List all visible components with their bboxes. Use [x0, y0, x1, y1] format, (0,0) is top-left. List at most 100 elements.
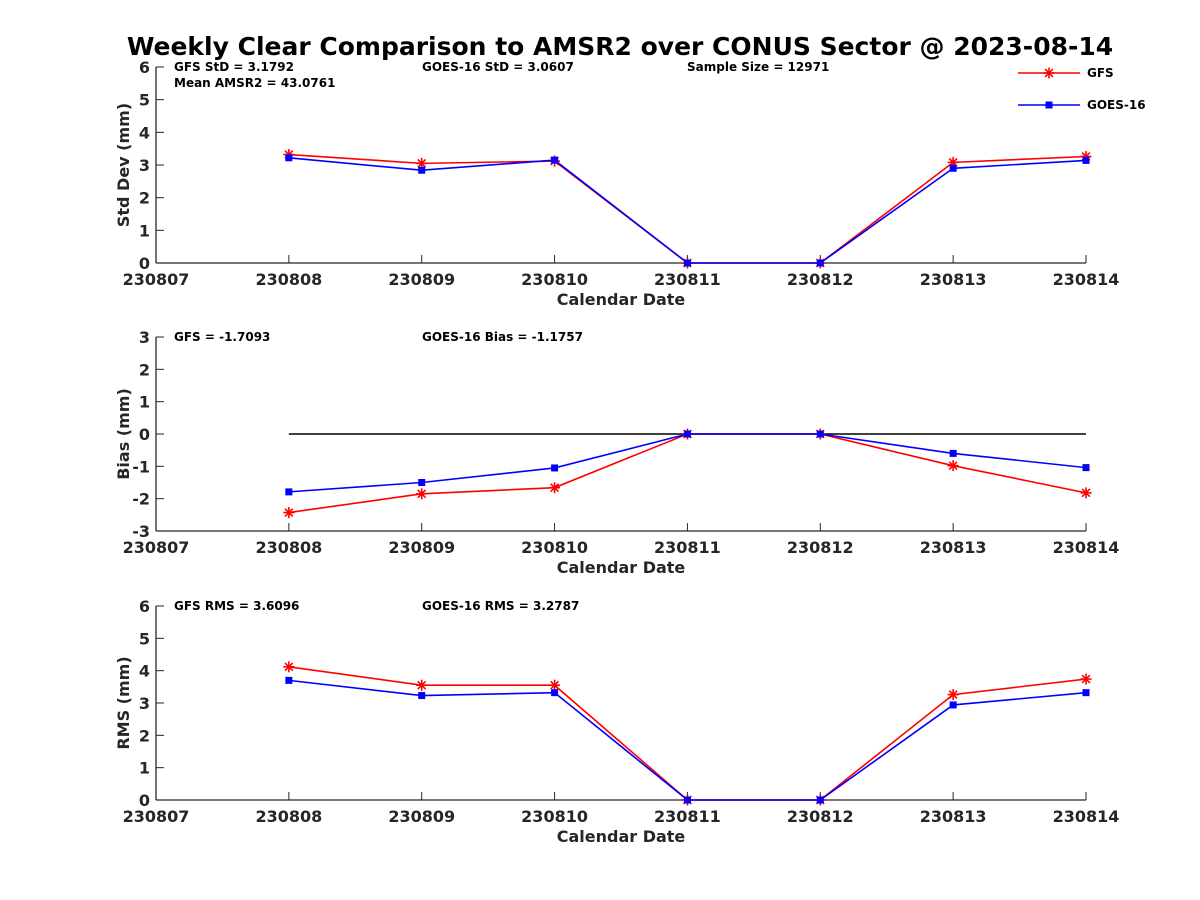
gfs-line: [288, 433, 1087, 514]
y-tick-label: 4: [139, 662, 150, 681]
x-tick-label: 230809: [388, 807, 455, 826]
goes-16-point: [949, 164, 957, 172]
y-tick-label: 1: [139, 393, 150, 412]
y-axis-label: Bias (mm): [114, 388, 133, 480]
legend-gfs-asterisk-icon: [1043, 67, 1055, 79]
gfs-point: [1080, 673, 1092, 685]
legend: GFS GOES-16: [1018, 66, 1146, 112]
gfs-point: [283, 507, 295, 519]
gfs-point: [549, 482, 561, 494]
goes-16-point: [285, 154, 293, 162]
stat-annotation: Mean AMSR2 = 43.0761: [174, 76, 335, 90]
gfs-point: [416, 679, 428, 691]
chart-title: Weekly Clear Comparison to AMSR2 over CO…: [127, 32, 1113, 61]
goes-16-point: [285, 676, 293, 684]
goes-16-point: [949, 449, 957, 457]
y-tick-label: 4: [139, 123, 150, 142]
x-tick-label: 230810: [521, 270, 588, 289]
stat-annotation: GOES-16 StD = 3.0607: [422, 60, 574, 74]
x-tick-label: 230808: [255, 270, 322, 289]
goes-16-point: [816, 796, 824, 804]
x-tick-label: 230814: [1053, 807, 1120, 826]
y-axis-label: Std Dev (mm): [114, 103, 133, 227]
x-tick-label: 230812: [787, 270, 854, 289]
goes-16-point: [683, 796, 691, 804]
goes-16-point: [816, 430, 824, 438]
y-tick-label: 2: [139, 726, 150, 745]
gfs-point: [416, 488, 428, 500]
gfs-point: [549, 679, 561, 691]
y-tick-label: 5: [139, 91, 150, 110]
x-tick-label: 230809: [388, 270, 455, 289]
std-dev-panel: 0 1 2 3 4 5 6 230807 230808 230809 230810 230811 230…: [114, 58, 1119, 309]
gfs-line: [288, 153, 1087, 264]
goes-16-line: [288, 157, 1087, 264]
goes-16-point: [1082, 689, 1090, 697]
goes-16-point: [285, 488, 293, 496]
x-tick-label: 230810: [521, 538, 588, 557]
y-tick-label: 3: [139, 156, 150, 175]
x-tick-label: 230812: [787, 807, 854, 826]
goes-16-line: [288, 679, 1087, 801]
gfs-point: [947, 460, 959, 472]
x-tick-label: 230811: [654, 538, 721, 557]
stat-annotation: GOES-16 RMS = 3.2787: [422, 599, 579, 613]
x-tick-label: 230813: [920, 807, 987, 826]
x-tick-label: 230811: [654, 270, 721, 289]
goes-16-point: [551, 156, 559, 164]
y-axis-label: RMS (mm): [114, 656, 133, 749]
x-tick-label: 230807: [123, 807, 190, 826]
y-tick-label: -2: [132, 490, 150, 509]
gfs-point: [416, 157, 428, 169]
stat-annotation: Sample Size = 12971: [687, 60, 829, 74]
rms-panel: 0 1 2 3 4 5 6 230807 230808 230809 230810 230811 230…: [114, 597, 1119, 846]
x-tick-label: 230807: [123, 270, 190, 289]
y-tick-label: 6: [139, 58, 150, 77]
x-tick-label: 230813: [920, 538, 987, 557]
x-tick-label: 230811: [654, 807, 721, 826]
x-axis-label: Calendar Date: [557, 558, 686, 577]
goes-16-point: [816, 259, 824, 267]
legend-goes-label: GOES-16: [1087, 98, 1146, 112]
x-tick-label: 230814: [1053, 270, 1120, 289]
stat-annotation: GFS = -1.7093: [174, 330, 270, 344]
y-tick-label: 0: [139, 254, 150, 273]
goes-16-point: [418, 692, 426, 700]
goes-16-point: [1082, 156, 1090, 164]
x-tick-label: 230810: [521, 807, 588, 826]
stat-annotation: GFS StD = 3.1792: [174, 60, 294, 74]
goes-16-point: [683, 430, 691, 438]
x-tick-label: 230813: [920, 270, 987, 289]
y-tick-label: 5: [139, 629, 150, 648]
y-tick-label: 0: [139, 791, 150, 810]
legend-gfs-marker: [1043, 67, 1055, 79]
x-tick-label: 230808: [255, 538, 322, 557]
legend-gfs-label: GFS: [1087, 66, 1114, 80]
goes-16-point: [418, 479, 426, 486]
y-tick-label: 2: [139, 360, 150, 379]
x-tick-label: 230812: [787, 538, 854, 557]
y-tick-label: 6: [139, 597, 150, 616]
goes-16-point: [418, 166, 426, 174]
x-axis-label: Calendar Date: [557, 827, 686, 846]
goes-16-point: [1082, 464, 1090, 472]
y-tick-label: 1: [139, 759, 150, 778]
y-tick-label: 2: [139, 189, 150, 208]
x-tick-label: 230807: [123, 538, 190, 557]
stat-annotation: GFS RMS = 3.6096: [174, 599, 299, 613]
gfs-point: [1080, 487, 1092, 499]
y-tick-label: 1: [139, 221, 150, 240]
y-tick-label: -1: [132, 457, 150, 476]
x-tick-label: 230814: [1053, 538, 1120, 557]
goes-16-point: [551, 464, 559, 472]
goes-16-point: [949, 701, 957, 709]
y-tick-label: -3: [132, 522, 150, 541]
goes-16-point: [551, 689, 559, 697]
x-tick-label: 230808: [255, 807, 322, 826]
y-tick-label: 3: [139, 694, 150, 713]
stat-annotation: GOES-16 Bias = -1.1757: [422, 330, 583, 344]
legend-goes-marker: [1045, 101, 1053, 109]
y-tick-label: 0: [139, 425, 150, 444]
gfs-point: [283, 661, 295, 673]
